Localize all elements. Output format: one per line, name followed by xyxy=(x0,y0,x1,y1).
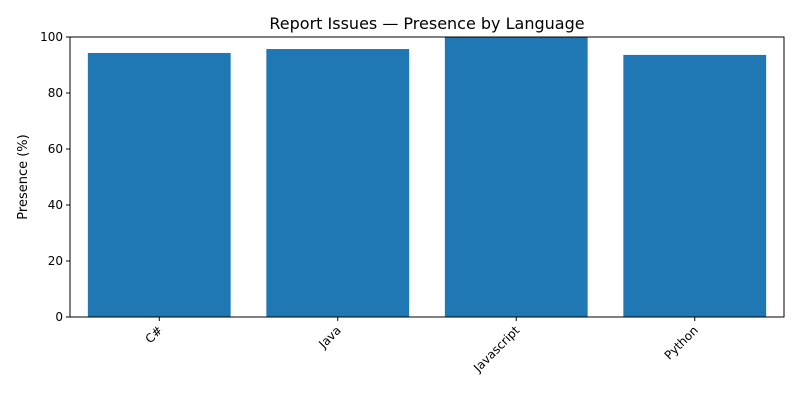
y-tick-label: 20 xyxy=(48,254,63,268)
x-tick-label: Java xyxy=(315,323,344,352)
bar-python xyxy=(623,54,767,318)
y-tick-label: 60 xyxy=(48,142,63,156)
plot-frame xyxy=(69,36,785,318)
x-tick-label: Python xyxy=(662,323,701,362)
x-tick-label: C# xyxy=(142,323,165,346)
y-axis-ticks: 0 20 40 60 80 100 xyxy=(40,30,70,324)
y-tick-label: 100 xyxy=(40,30,63,44)
y-tick-label: 0 xyxy=(55,310,63,324)
y-tick-label: 80 xyxy=(48,86,63,100)
chart-title: Report Issues — Presence by Language xyxy=(269,14,584,33)
y-tick-label: 40 xyxy=(48,198,63,212)
x-tick-label: Javascript xyxy=(470,323,522,375)
bar-c- xyxy=(87,52,231,318)
y-axis-label: Presence (%) xyxy=(16,134,31,219)
x-axis-ticks: C# Java Javascript Python xyxy=(142,317,701,375)
bar-javascript xyxy=(444,37,588,317)
bars-group xyxy=(87,37,767,318)
bar-java xyxy=(266,49,410,317)
